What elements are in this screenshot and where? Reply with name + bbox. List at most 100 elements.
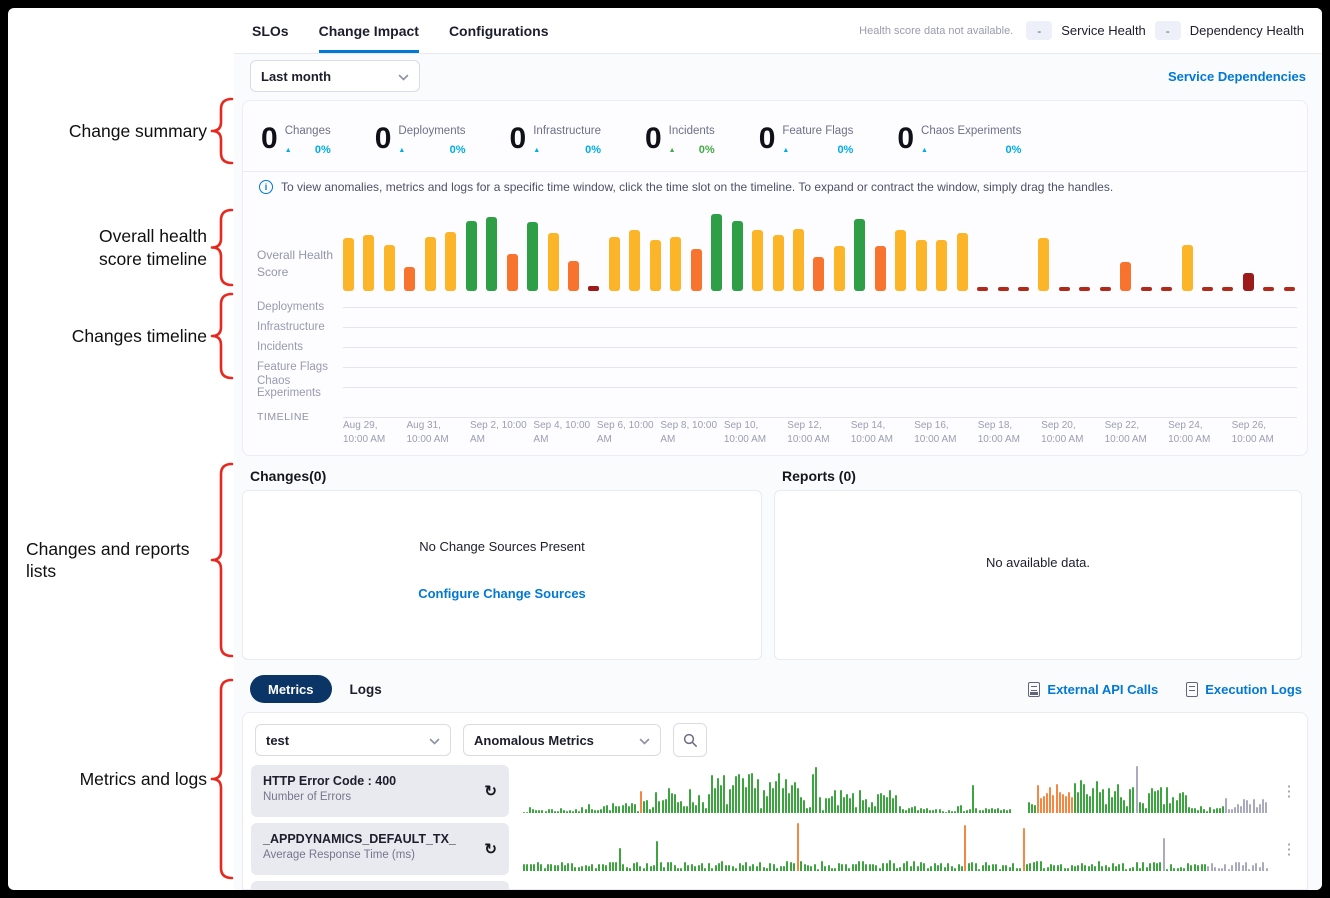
health-bar[interactable] <box>445 231 457 291</box>
service-dependencies-link[interactable]: Service Dependencies <box>1167 68 1306 84</box>
health-bar[interactable] <box>1140 287 1152 291</box>
search-button[interactable] <box>673 723 707 757</box>
health-bar[interactable] <box>1263 287 1275 291</box>
health-bar[interactable] <box>608 236 620 291</box>
health-bar[interactable] <box>424 236 436 291</box>
health-bar[interactable] <box>936 239 948 291</box>
health-bar[interactable] <box>772 235 784 291</box>
health-bar[interactable] <box>1058 287 1070 291</box>
sparkline-bar <box>787 792 790 813</box>
external-api-calls-link[interactable]: External API Calls <box>1028 681 1158 697</box>
health-bar[interactable] <box>792 228 804 291</box>
sparkline-bar <box>605 865 608 871</box>
annotation-brace <box>210 292 234 380</box>
health-bar[interactable] <box>895 230 907 291</box>
health-bar[interactable] <box>711 214 723 291</box>
health-bar[interactable] <box>915 239 927 291</box>
health-bar[interactable] <box>343 238 354 291</box>
metric-type-select[interactable]: Anomalous Metrics <box>463 724 661 756</box>
sparkline-bar <box>529 807 532 813</box>
health-bar[interactable] <box>1202 287 1214 291</box>
sparkline-bar <box>1141 803 1144 813</box>
health-bar[interactable] <box>997 287 1009 291</box>
health-bar[interactable] <box>506 254 518 291</box>
sparkline-bar <box>1086 793 1089 813</box>
sparkline-bar <box>564 865 567 871</box>
health-bar[interactable] <box>547 233 559 291</box>
tab-configurations[interactable]: Configurations <box>448 22 549 39</box>
sparkline-bar <box>1248 868 1251 871</box>
sparkline-bar <box>1175 800 1178 813</box>
tab-logs[interactable]: Logs <box>349 681 382 697</box>
health-bar[interactable] <box>813 257 825 291</box>
sparkline-bar <box>532 808 535 813</box>
health-bar[interactable] <box>1099 287 1111 291</box>
sparkline-bar <box>1135 861 1138 871</box>
metrics-filters: test Anomalous Metrics <box>255 723 707 757</box>
health-bar[interactable] <box>977 287 989 291</box>
health-bar[interactable] <box>363 235 375 291</box>
metric-label-card[interactable]: _APPDYNAMICS_DEFAULT_TX_ Average Response… <box>251 823 509 875</box>
health-bar[interactable] <box>629 230 641 291</box>
health-bar[interactable] <box>1283 287 1295 291</box>
health-bar[interactable] <box>1222 287 1234 291</box>
sparkline-bar <box>666 861 669 871</box>
summary-percent: 0% <box>1005 144 1022 156</box>
health-bar[interactable] <box>670 236 682 291</box>
change-summary-row: 0 Changes ▲ 0% 0 Deployments ▲ 0% 0 Infrastructur… <box>261 111 1021 169</box>
health-bar[interactable] <box>649 239 661 291</box>
sparkline-bar <box>663 867 666 871</box>
health-bar[interactable] <box>956 233 968 291</box>
metric-label-card[interactable] <box>251 881 509 889</box>
metric-type-select-value: Anomalous Metrics <box>474 732 594 748</box>
health-bar[interactable] <box>465 220 477 291</box>
health-bar[interactable] <box>486 217 498 291</box>
annotation-changes-and-reports-lists: Changes and reports lists <box>12 462 234 658</box>
sparkline-bar <box>1166 868 1169 871</box>
health-bar[interactable] <box>567 260 579 291</box>
sparkline-bar <box>818 797 821 813</box>
health-bar[interactable] <box>383 244 395 291</box>
execution-logs-link[interactable]: Execution Logs <box>1186 681 1302 697</box>
timeline-row-infrastructure: Infrastructure <box>257 317 1297 337</box>
metric-label-card[interactable]: HTTP Error Code : 400 Number of Errors ↻ <box>251 765 509 817</box>
tab-metrics[interactable]: Metrics <box>250 675 332 703</box>
refresh-icon[interactable]: ↻ <box>484 841 497 858</box>
timeline-date: Sep 2, 10:00 AM <box>469 420 527 445</box>
refresh-icon[interactable]: ↻ <box>484 783 497 800</box>
dependency-health-badge: - <box>1154 21 1181 40</box>
reports-empty-card: No available data. <box>774 490 1302 660</box>
sparkline-bar <box>1160 787 1163 813</box>
metric-row-menu[interactable]: ⋮ <box>1281 841 1297 858</box>
configure-change-sources-link[interactable]: Configure Change Sources <box>418 586 586 601</box>
time-range-select[interactable]: Last month <box>250 60 420 92</box>
service-select[interactable]: test <box>255 724 451 756</box>
health-bar[interactable] <box>527 222 539 291</box>
tab-change-impact[interactable]: Change Impact <box>319 8 419 53</box>
tab-slos[interactable]: SLOs <box>252 22 289 39</box>
health-bar[interactable] <box>404 267 416 291</box>
health-bar[interactable] <box>752 230 764 291</box>
health-bar[interactable] <box>588 286 600 291</box>
health-bar[interactable] <box>854 219 866 291</box>
health-bar[interactable] <box>690 249 702 291</box>
sparkline-bar <box>1091 863 1094 871</box>
metric-row-menu[interactable]: ⋮ <box>1281 783 1297 800</box>
health-bar[interactable] <box>1017 287 1029 291</box>
health-bar[interactable] <box>1038 238 1050 291</box>
health-bar[interactable] <box>1120 262 1132 291</box>
sparkline-bar <box>570 863 573 871</box>
health-bar[interactable] <box>1242 273 1254 291</box>
health-bar[interactable] <box>833 246 845 291</box>
sparkline-bar <box>622 864 625 871</box>
execution-logs-icon <box>1186 681 1199 697</box>
health-bar[interactable] <box>874 246 886 291</box>
health-bar[interactable] <box>731 220 743 291</box>
health-bar[interactable] <box>1079 287 1091 291</box>
sparkline-bar <box>899 867 902 871</box>
sparkline-bar <box>882 863 885 871</box>
health-bar[interactable] <box>1161 287 1173 291</box>
health-bar[interactable] <box>1181 244 1193 291</box>
service-select-value: test <box>266 732 290 748</box>
sparkline-bar <box>728 864 731 871</box>
